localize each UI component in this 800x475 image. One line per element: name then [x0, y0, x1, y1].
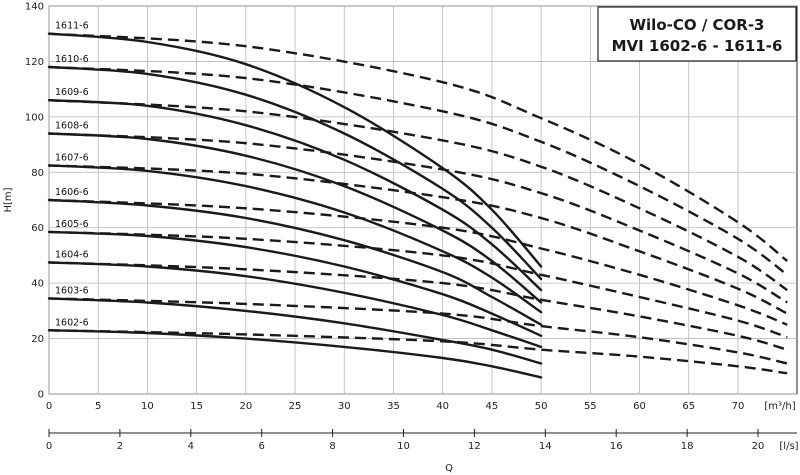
y-tick-label: 140	[25, 2, 44, 13]
y-tick-label: 20	[31, 334, 44, 345]
series-label: 1603-6	[55, 285, 89, 296]
title-line-1: Wilo-CO / COR-3	[629, 16, 764, 34]
x-tick-label-ls: 8	[329, 441, 335, 452]
series-1610-6-solid-line	[47, 65, 543, 281]
x-tick-label-m3h: 15	[190, 401, 203, 412]
y-axis-label: H[m]	[3, 187, 14, 212]
series-1604-6-dashed-line	[48, 261, 788, 351]
series-1609-6-dashed-line	[48, 99, 788, 292]
x-tick-label-m3h: 60	[633, 401, 646, 412]
y-tick-label: 120	[25, 57, 44, 68]
series-label: 1611-6	[55, 21, 89, 32]
series-label: 1605-6	[55, 219, 89, 230]
series-label: 1606-6	[55, 187, 89, 198]
series-1608-6-dashed-line	[48, 132, 788, 304]
x-tick-label-ls: 12	[468, 441, 481, 452]
series-1607-6-dashed-line	[48, 164, 788, 315]
x-tick-label-m3h: 50	[535, 401, 548, 412]
x-axis-label: Q	[445, 463, 453, 474]
x-tick-label-m3h: 40	[436, 401, 449, 412]
y-tick-label: 0	[38, 390, 44, 401]
x-tick-label-m3h: 25	[289, 401, 302, 412]
title-line-2: MVI 1602-6 - 1611-6	[612, 37, 783, 55]
x-tick-label-m3h: 30	[338, 401, 351, 412]
x-tick-label-m3h: 45	[486, 401, 499, 412]
x-tick-label-m3h: 35	[387, 401, 400, 412]
series-1609-6-solid-line	[47, 99, 543, 292]
y-tick-label: 100	[25, 112, 44, 123]
x-tick-label-m3h: 65	[682, 401, 695, 412]
series-1604-6-solid-line	[47, 261, 543, 349]
x-tick-label-ls: 0	[46, 441, 52, 452]
y-tick-label: 40	[31, 279, 44, 290]
x-tick-label-ls: 6	[259, 441, 265, 452]
x-tick-label-m3h: 5	[95, 401, 101, 412]
x-tick-label-ls: 4	[188, 441, 194, 452]
series-1606-6-solid-line	[47, 198, 543, 326]
title-frame	[597, 6, 797, 62]
x-tick-label-m3h: 0	[46, 401, 52, 412]
series-1608-6-solid-line	[47, 132, 543, 304]
title-box: Wilo-CO / COR-3 MVI 1602-6 - 1611-6	[597, 6, 797, 62]
series-1611-6-dashed-line	[48, 32, 788, 262]
series-label: 1602-6	[55, 317, 89, 328]
x-tick-label-ls: 18	[681, 441, 694, 452]
y-tick-label: 60	[31, 223, 44, 234]
series-1603-6-solid-line	[47, 297, 543, 365]
series-label: 1607-6	[55, 152, 89, 163]
x-tick-label-m3h: 70	[732, 401, 745, 412]
series-1605-6-solid-line	[47, 230, 543, 337]
series-1603-6-dashed-line	[48, 297, 788, 365]
x-tick-label-ls: 2	[117, 441, 123, 452]
x-unit-ls: [l/s]	[779, 441, 798, 452]
y-tick-label: 80	[31, 168, 44, 179]
series-1607-6-solid-line	[47, 164, 543, 314]
series-label: 1604-6	[55, 249, 89, 260]
x-unit-m3h: [m³/h]	[764, 401, 795, 412]
x-tick-label-ls: 14	[539, 441, 552, 452]
series-1610-6-dashed-line	[48, 65, 788, 276]
series-1611-6-solid-line	[47, 32, 543, 268]
curve-labels: 1602-6 1603-6 1604-6 1605-6 1606-6 1607-6 1608…	[55, 21, 89, 329]
series-label: 1608-6	[55, 120, 89, 131]
x-tick-label-ls: 10	[397, 441, 410, 452]
series-label: 1609-6	[55, 87, 89, 98]
x-tick-label-m3h: 20	[239, 401, 252, 412]
series-1602-6-solid-line	[47, 329, 543, 379]
x-tick-label-m3h: 10	[141, 401, 154, 412]
x-tick-label-ls: 20	[752, 441, 765, 452]
curves	[47, 32, 788, 379]
series-1602-6-dashed-line	[48, 329, 788, 375]
x-tick-label-m3h: 55	[584, 401, 597, 412]
x-tick-label-ls: 16	[610, 441, 623, 452]
series-label: 1610-6	[55, 54, 89, 65]
